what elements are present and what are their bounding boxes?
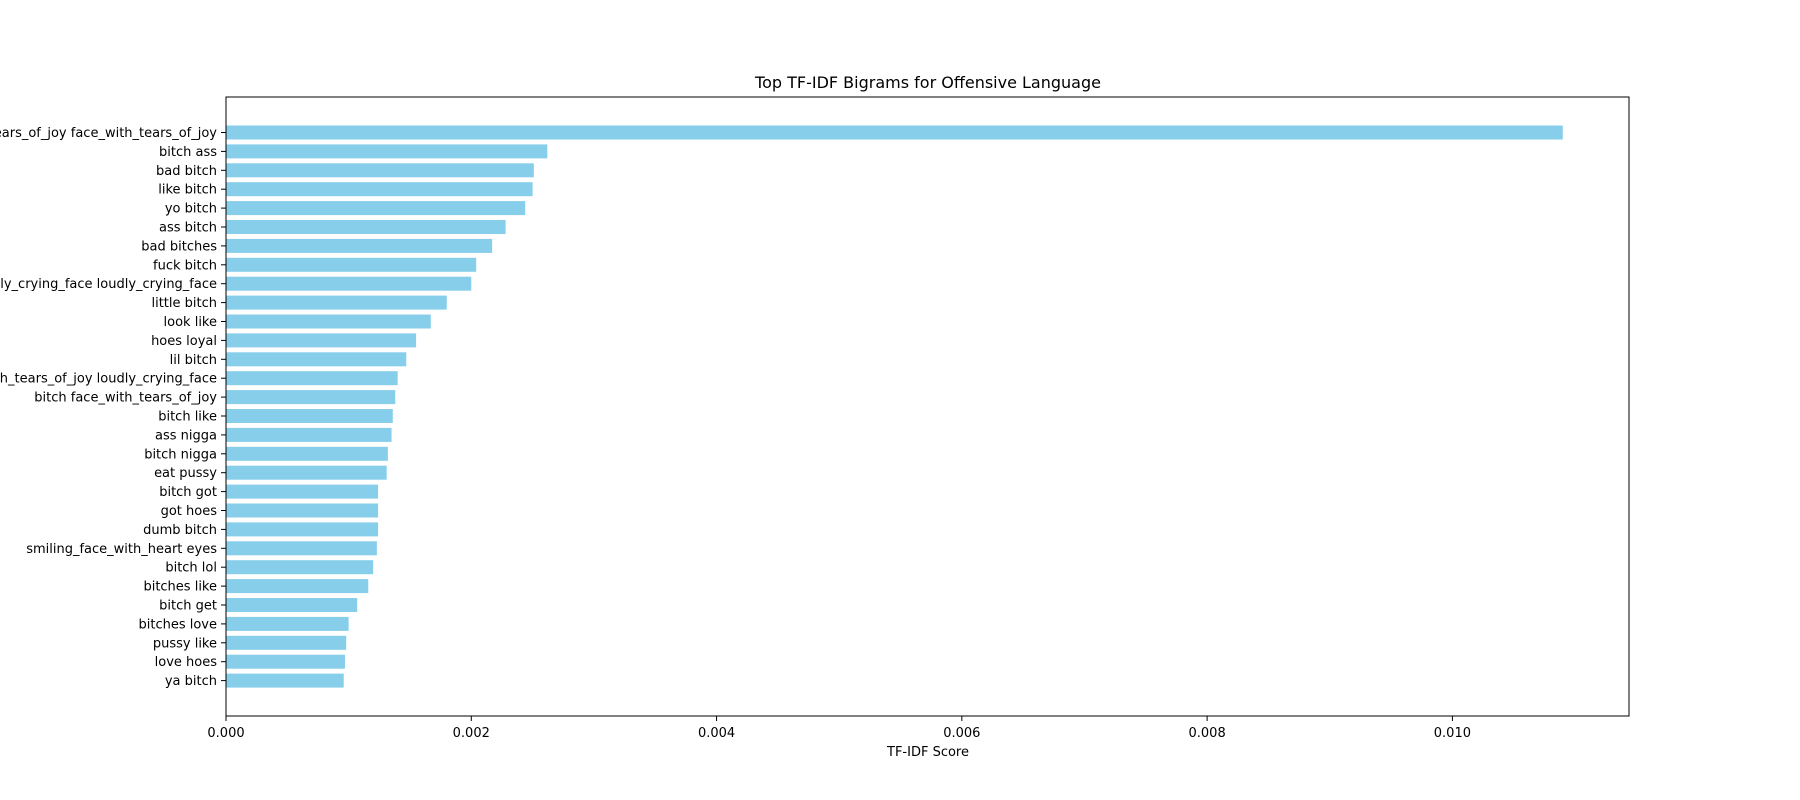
bar [226,409,393,423]
category-label: ya bitch [165,674,217,689]
category-label: bad bitches [141,239,217,254]
category-label: bitch get [159,599,217,614]
bar [226,579,369,594]
bar [226,484,379,499]
category-label: look like [164,315,217,330]
category-label: dumb bitch [143,523,217,538]
chart-title: Top TF-IDF Bigrams for Offensive Languag… [754,73,1101,92]
x-tick-label: 0.010 [1434,726,1471,741]
x-tick-label: 0.002 [453,726,490,741]
category-label: bitch lol [165,561,217,576]
category-label: face_with_tears_of_joy loudly_crying_fac… [0,372,217,387]
category-label: bitches like [143,580,217,595]
x-ticks-group: 0.000 0.002 0.004 0.006 0.008 0.010 [207,716,1471,741]
category-label: bitch nigga [144,447,217,462]
category-label: love hoes [155,655,218,670]
category-label: bad bitch [156,164,217,179]
bar [226,182,533,197]
bar [226,654,345,669]
bar [226,125,1563,140]
bar [226,616,349,631]
bar [226,390,396,405]
bar [226,257,477,272]
category-label: pussy like [153,636,217,651]
category-label: fuck bitch [153,258,217,273]
category-label: yo bitch [165,202,217,217]
x-tick-label: 0.008 [1189,726,1226,741]
bar [226,144,548,159]
bar [226,238,493,253]
x-tick-label: 0.000 [207,726,244,741]
bar [226,201,526,216]
bar [226,314,431,329]
x-tick-label: 0.004 [698,726,735,741]
category-label: little bitch [151,296,217,311]
bar [226,560,374,575]
category-label: ass nigga [155,428,217,443]
category-label: ass bitch [159,221,217,236]
bar [226,635,347,650]
category-label: hoes loyal [151,334,217,349]
category-label: loudly_crying_face loudly_crying_face [0,277,217,292]
bar [226,333,417,348]
x-axis-label: TF-IDF Score [886,745,969,760]
bar [226,352,407,367]
bar [226,503,379,518]
category-label: like bitch [158,183,217,198]
plot-frame [225,96,1630,717]
x-tick-label: 0.006 [943,726,980,741]
bar [226,465,387,480]
bar [226,598,358,612]
bar [226,220,506,234]
category-label: bitch face_with_tears_of_joy [34,391,217,406]
category-label: bitches love [138,617,217,632]
bar [226,163,534,178]
category-label: got hoes [161,504,218,519]
category-label: face_with_tears_of_joy face_with_tears_o… [0,126,217,141]
bar [226,673,344,688]
category-label: bitch got [159,485,217,500]
category-labels-group: face_with_tears_of_joy face_with_tears_o… [0,126,226,689]
bar [226,541,377,556]
bar [226,446,388,461]
bars-group [226,125,1563,688]
bar [226,276,472,291]
bar [226,427,392,442]
category-label: bitch ass [159,145,217,160]
bar [226,295,447,310]
category-label: lil bitch [170,353,217,368]
bar [226,522,379,537]
bar [226,371,398,386]
category-label: eat pussy [154,466,217,481]
category-label: smiling_face_with_heart eyes [26,542,217,557]
category-label: bitch like [158,410,217,425]
